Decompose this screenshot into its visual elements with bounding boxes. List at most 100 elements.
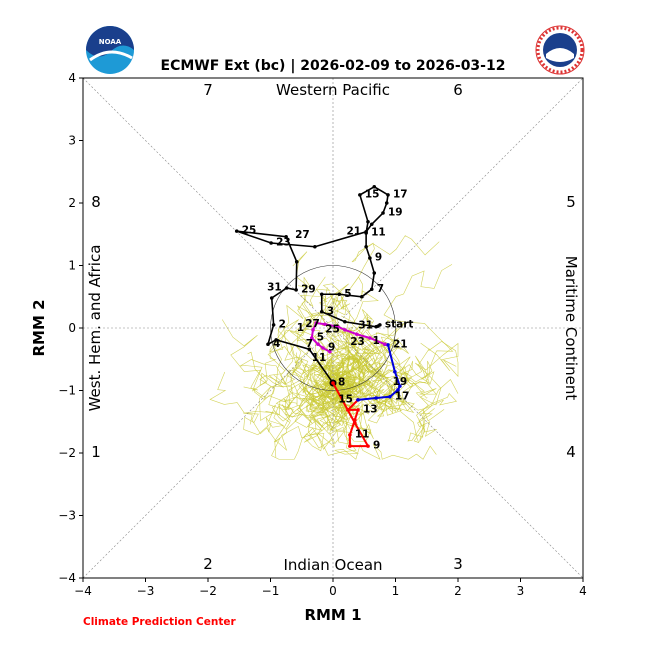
unit-circle <box>270 265 396 391</box>
week2-point <box>393 369 397 374</box>
observed-point <box>294 288 298 292</box>
x-tick-label: −1 <box>262 584 280 598</box>
x-tick-label: 1 <box>392 584 400 598</box>
phase-label-3: 3 <box>453 555 463 573</box>
observed-date-label: 11 <box>371 227 386 239</box>
ensemble-member-line <box>329 300 371 393</box>
observed-point <box>271 323 276 327</box>
observed-point <box>369 287 374 292</box>
ensemble-member-line <box>320 353 361 431</box>
observed-date-label: 9 <box>375 252 382 264</box>
observed-point <box>384 201 389 205</box>
ensemble-member-line <box>329 342 459 402</box>
week3-date-label: 7 <box>306 338 313 350</box>
week3-point <box>323 322 327 327</box>
nws-logo <box>535 25 585 75</box>
x-tick-label: 2 <box>454 584 462 598</box>
observed-date-label: 1 <box>372 335 379 347</box>
y-tick-label: 3 <box>68 134 76 148</box>
week1-point <box>348 444 352 448</box>
observed-point <box>369 222 374 227</box>
week2-point <box>396 388 400 392</box>
ensemble-member-line <box>221 319 339 402</box>
observed-date-label: 3 <box>327 305 334 317</box>
week2-date-label: 15 <box>338 393 353 405</box>
observed-point <box>319 292 324 297</box>
observed-point <box>358 193 362 197</box>
observed-point <box>364 244 368 249</box>
x-tick-label: −3 <box>137 584 155 598</box>
week1-point <box>366 444 370 448</box>
ensemble-member-line <box>292 251 339 431</box>
week3-point <box>311 328 315 332</box>
observed-date-label: 23 <box>276 237 291 249</box>
week1-date-label: 13 <box>363 403 378 415</box>
week1-point <box>346 408 350 412</box>
x-tick-label: −2 <box>199 584 217 598</box>
week1-date-label: 11 <box>355 428 370 440</box>
week3-date-label: 1 <box>297 322 304 334</box>
x-tick-label: 0 <box>329 584 337 598</box>
week2-date-label: 17 <box>395 390 410 402</box>
observed-point <box>313 244 317 249</box>
observed-point <box>372 184 377 189</box>
observed-date-label: 8 <box>338 377 345 389</box>
region-bottom: Indian Ocean <box>283 556 382 574</box>
observed-date-label: 25 <box>242 225 257 237</box>
week3-point <box>328 349 332 354</box>
week3-point <box>336 324 340 329</box>
observed-date-label: 19 <box>388 207 403 219</box>
week2-point <box>356 398 360 402</box>
y-tick-label: 2 <box>68 196 76 210</box>
observed-date-label: 27 <box>295 229 310 241</box>
ensemble-member-line <box>317 292 411 400</box>
observed-date-label: 7 <box>377 283 384 295</box>
observed-point <box>269 296 274 300</box>
observed-point <box>381 211 385 215</box>
week3-point <box>314 321 318 325</box>
week3-date-label: 11 <box>312 352 327 364</box>
observed-date-label: 29 <box>301 283 316 295</box>
y-tick-label: −2 <box>58 446 76 460</box>
svg-text:NOAA: NOAA <box>99 38 122 46</box>
x-tick-label: 3 <box>517 584 525 598</box>
observed-date-label: 5 <box>344 288 351 300</box>
week2-point <box>388 394 392 399</box>
week1-date-label: 9 <box>373 440 380 452</box>
observed-point <box>364 229 368 234</box>
y-tick-label: 1 <box>68 259 76 273</box>
week2-point <box>398 384 402 388</box>
observed-date-label: 15 <box>365 188 380 200</box>
week1-point <box>356 408 360 412</box>
week3-date-label: 5 <box>317 332 324 344</box>
trajectories <box>234 184 402 448</box>
phase-label-5: 5 <box>566 193 576 211</box>
observed-date-label: 17 <box>393 188 408 200</box>
week3-point <box>383 342 387 347</box>
ensemble-member-line <box>209 362 352 416</box>
observed-point <box>319 309 324 314</box>
week3-point <box>343 328 347 332</box>
week3-point <box>309 336 314 340</box>
observed-point <box>284 286 289 290</box>
observed-point <box>294 259 299 264</box>
week1-point <box>353 418 357 422</box>
ensemble-member-line <box>243 362 334 428</box>
ensemble-member-line <box>251 360 348 452</box>
observed-point <box>307 347 312 352</box>
phase-label-7: 7 <box>203 81 213 99</box>
phase-label-2: 2 <box>203 555 213 573</box>
observed-date-label: start <box>385 318 414 330</box>
week3-date-label: 25 <box>325 323 340 335</box>
observed-point <box>284 234 288 239</box>
ensemble-member-line <box>332 235 440 384</box>
week3-point <box>321 346 325 350</box>
observed-point <box>359 294 364 299</box>
credit-text: Climate Prediction Center <box>83 616 236 628</box>
phase-label-8: 8 <box>91 193 101 211</box>
y-tick-label: 0 <box>68 321 76 335</box>
week1-point <box>331 381 335 385</box>
